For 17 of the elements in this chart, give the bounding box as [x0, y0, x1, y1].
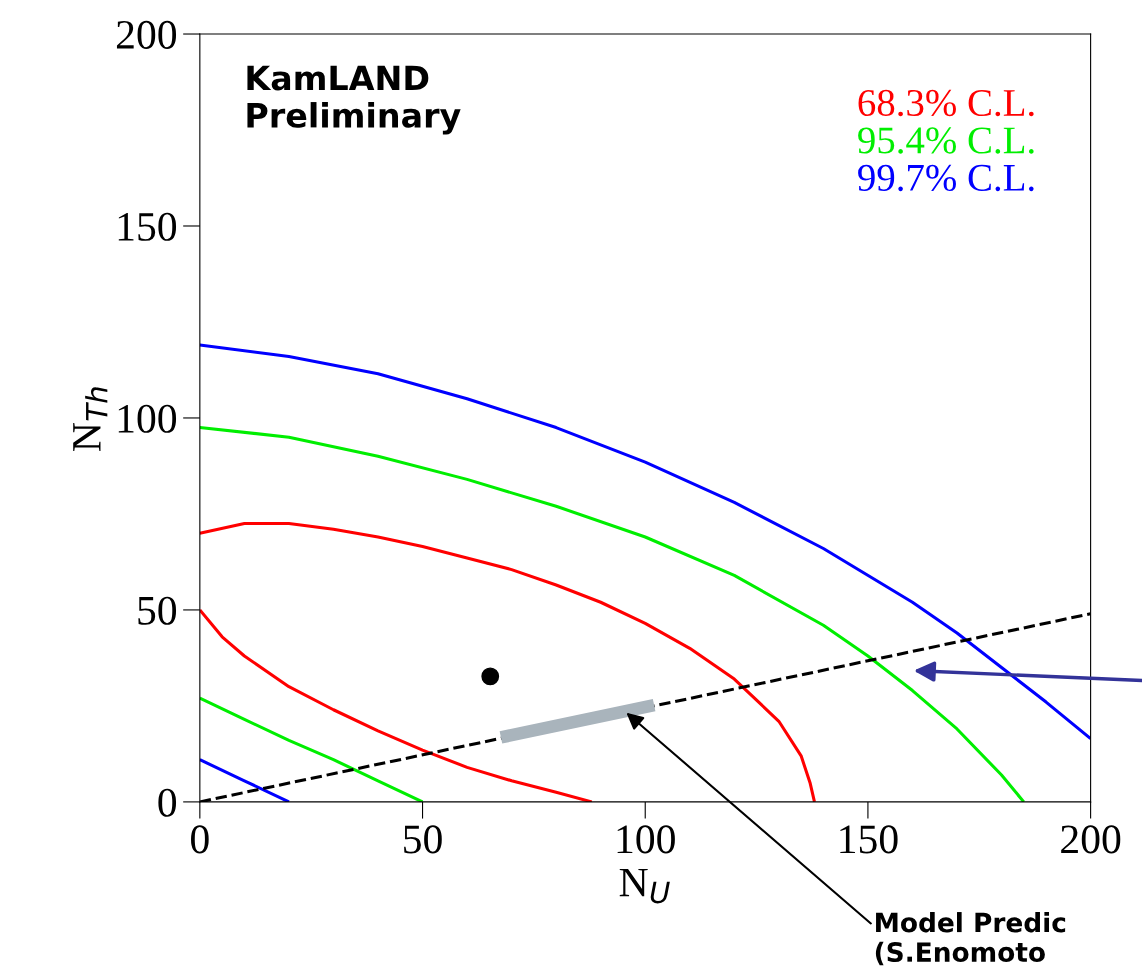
y-tick-label: 100: [118, 404, 177, 433]
x-tick-label: 100: [617, 825, 675, 854]
annotation: Model Predic (S.Enomoto: [875, 912, 1066, 966]
y-tick-label: 150: [118, 212, 177, 241]
y-axis-title: N$_{Th}$: [73, 387, 108, 451]
text: 95.4% C.L.: [858, 127, 1034, 154]
y-tick-label: 200: [116, 20, 177, 49]
x-tick-label: 150: [840, 825, 898, 854]
y-tick-label: 50: [138, 596, 177, 625]
text: 68.3% C.L.: [858, 89, 1034, 117]
annotation: KamLAND Preliminary: [247, 65, 461, 135]
text: 99.7% C.L.: [858, 164, 1034, 192]
x-tick-label: 0: [191, 825, 209, 854]
x-axis-title: N$_{U}$: [619, 868, 670, 904]
y-tick-label: 0: [158, 788, 177, 817]
x-tick-label: 50: [404, 825, 442, 854]
x-tick-label: 200: [1061, 825, 1121, 854]
